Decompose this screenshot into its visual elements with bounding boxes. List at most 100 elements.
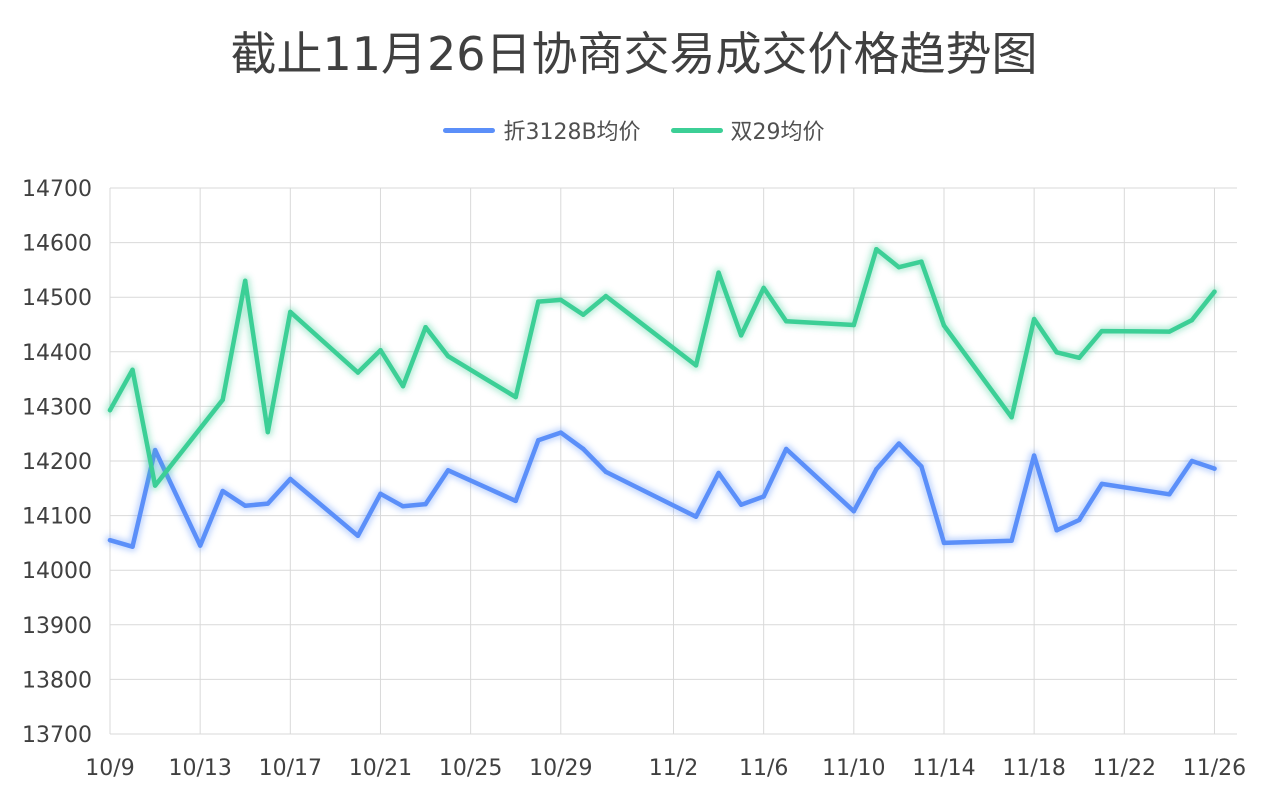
grid [109,187,1237,735]
data-point[interactable] [941,323,947,328]
x-tick-label: 11/14 [912,756,975,781]
data-point[interactable] [784,446,789,452]
data-point[interactable] [919,464,924,469]
data-point[interactable] [536,438,541,443]
data-point[interactable] [288,476,293,482]
data-point[interactable] [1212,466,1217,471]
data-point[interactable] [581,312,586,317]
data-point[interactable] [1167,492,1172,497]
data-point[interactable] [513,394,518,400]
data-point[interactable] [1212,289,1217,294]
data-point[interactable] [130,544,135,549]
x-tick-label: 11/6 [739,756,788,781]
data-point[interactable] [581,446,586,452]
data-point[interactable] [288,309,293,315]
data-point[interactable] [1189,458,1195,464]
x-axis-ticks: 10/9 10/13 10/17 10/21 10/25 10/29 11/2 11/6 11/… [85,756,1246,781]
data-point[interactable] [1054,350,1059,355]
data-point[interactable] [558,430,563,435]
legend: 折3128B均价 双29均价 [0,114,1268,146]
data-point[interactable] [761,494,766,499]
data-point[interactable] [513,498,518,504]
data-point[interactable] [1099,481,1104,487]
data-point[interactable] [1031,453,1037,458]
data-point[interactable] [1009,415,1014,420]
data-point[interactable] [423,501,428,507]
data-point[interactable] [1099,328,1104,334]
y-tick-label: 14300 [22,395,92,420]
data-point[interactable] [220,488,225,494]
data-point[interactable] [716,470,721,476]
data-point[interactable] [265,429,270,435]
data-point[interactable] [558,297,563,303]
data-point[interactable] [851,509,857,514]
data-point[interactable] [896,441,902,446]
data-point[interactable] [716,270,721,275]
y-tick-label: 14000 [22,559,92,584]
data-point[interactable] [536,299,541,304]
data-point[interactable] [1009,538,1014,543]
data-point[interactable] [603,469,609,475]
legend-item-series-2[interactable]: 双29均价 [670,114,825,146]
y-tick-label: 14400 [22,341,92,366]
x-tick-label: 10/9 [85,756,134,781]
y-tick-label: 14700 [22,177,92,202]
data-point[interactable] [400,504,406,509]
data-point[interactable] [152,447,158,453]
data-point[interactable] [1054,528,1059,533]
data-point[interactable] [784,319,789,324]
data-point[interactable] [693,363,699,368]
data-point[interactable] [107,537,113,543]
data-point[interactable] [1077,355,1082,361]
data-point[interactable] [896,264,902,270]
y-tick-label: 14200 [22,450,92,475]
y-tick-label: 14100 [22,505,92,530]
data-point[interactable] [378,347,383,353]
x-tick-label: 11/2 [649,756,698,781]
legend-swatch-series-1 [443,127,496,133]
data-point[interactable] [152,483,158,488]
data-point[interactable] [919,259,924,264]
data-point[interactable] [874,246,879,252]
data-point[interactable] [603,293,609,299]
data-point[interactable] [265,501,270,506]
data-point[interactable] [220,397,225,403]
data-point[interactable] [874,466,879,472]
y-tick-label: 13700 [22,723,92,748]
x-tick-label: 10/25 [439,756,502,781]
series-glow-1 [105,427,1220,552]
data-point[interactable] [445,468,451,473]
data-point[interactable] [243,503,248,508]
data-point[interactable] [243,278,248,284]
y-tick-label: 13900 [22,614,92,639]
legend-label-series-1: 折3128B均价 [503,120,641,145]
chart-title: 截止11月26日协商交易成交价格趋势图 [230,27,1038,81]
data-point[interactable] [761,285,766,291]
data-point[interactable] [355,370,361,375]
data-point[interactable] [1167,329,1172,334]
data-point[interactable] [1077,517,1082,523]
x-tick-label: 11/22 [1093,756,1156,781]
data-point[interactable] [851,322,857,328]
data-point[interactable] [423,325,428,330]
y-axis-ticks: 14700 14600 14500 14400 14300 14200 14100 14000… [22,177,92,748]
data-point[interactable] [197,543,203,548]
y-tick-label: 14500 [22,286,92,311]
data-point[interactable] [941,540,947,546]
data-point[interactable] [693,514,699,519]
data-point[interactable] [1031,316,1037,322]
data-point[interactable] [445,353,451,359]
data-point[interactable] [378,491,383,496]
data-point[interactable] [400,383,406,389]
data-point[interactable] [1189,317,1195,323]
x-tick-label: 10/13 [168,756,231,781]
data-point[interactable] [130,367,135,373]
series-lines [105,244,1220,552]
series-line-1[interactable] [107,430,1217,549]
data-point[interactable] [738,502,744,507]
legend-item-series-1[interactable]: 折3128B均价 [443,114,641,146]
data-point[interactable] [355,533,361,539]
data-point[interactable] [107,408,113,413]
data-point[interactable] [738,333,744,338]
